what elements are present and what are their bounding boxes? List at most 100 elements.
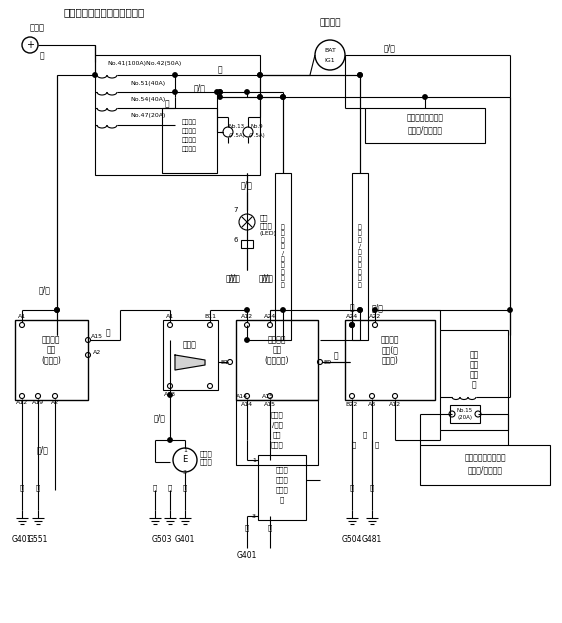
Text: 黑: 黑 xyxy=(352,442,356,449)
Text: 黄: 黄 xyxy=(350,303,354,313)
Circle shape xyxy=(373,308,377,312)
Text: A15: A15 xyxy=(91,335,103,340)
Text: A1: A1 xyxy=(18,315,26,320)
Text: (驾驶员侧): (驾驶员侧) xyxy=(265,356,289,364)
Circle shape xyxy=(281,308,285,312)
Text: A24: A24 xyxy=(346,313,358,318)
Circle shape xyxy=(215,90,219,94)
Text: 1: 1 xyxy=(183,447,187,452)
Text: A14: A14 xyxy=(241,401,253,406)
Text: 6: 6 xyxy=(233,237,238,243)
Text: 3: 3 xyxy=(252,513,256,518)
Text: 前排乘客侧仪表板下: 前排乘客侧仪表板下 xyxy=(464,454,506,462)
Text: 保
险
丝
/
继
电
器
盒
插
座: 保 险 丝 / 继 电 器 盒 插 座 xyxy=(358,224,362,288)
Text: No.9: No.9 xyxy=(251,125,264,130)
Text: A19: A19 xyxy=(32,401,44,406)
Text: 黑: 黑 xyxy=(20,485,24,492)
Bar xyxy=(345,320,435,400)
Text: 侧仪表板: 侧仪表板 xyxy=(182,128,197,134)
Text: No.15: No.15 xyxy=(457,407,473,412)
Text: 黑插座: 黑插座 xyxy=(271,442,283,449)
Circle shape xyxy=(245,308,249,312)
Text: G503: G503 xyxy=(152,536,172,545)
Circle shape xyxy=(245,338,249,342)
Circle shape xyxy=(218,90,222,94)
Text: 白/黑: 白/黑 xyxy=(226,273,238,282)
Bar xyxy=(15,320,88,400)
Text: (7.5A): (7.5A) xyxy=(229,133,246,138)
Text: 蓝/白: 蓝/白 xyxy=(154,414,166,422)
Text: No.41(100A)No.42(50A): No.41(100A)No.42(50A) xyxy=(108,60,182,65)
Circle shape xyxy=(218,90,222,94)
Text: A22: A22 xyxy=(369,313,381,318)
Text: (7.5A): (7.5A) xyxy=(248,133,265,138)
Text: (LED): (LED) xyxy=(260,232,277,237)
Text: No.13: No.13 xyxy=(229,125,245,130)
Bar xyxy=(95,55,260,175)
Text: 白/黑: 白/黑 xyxy=(229,273,241,282)
Bar xyxy=(420,445,550,485)
Text: 蓄电池: 蓄电池 xyxy=(30,24,45,32)
Text: 黑/黄: 黑/黄 xyxy=(384,44,396,52)
Text: G401: G401 xyxy=(12,536,32,545)
Text: 装置: 装置 xyxy=(273,346,282,354)
Text: G401: G401 xyxy=(175,536,195,545)
Text: A8: A8 xyxy=(368,401,376,406)
Text: 多路控制: 多路控制 xyxy=(268,336,286,345)
Text: 黑: 黑 xyxy=(245,525,249,531)
Text: (车门处): (车门处) xyxy=(41,356,61,364)
Text: 钥匙灯: 钥匙灯 xyxy=(260,222,273,229)
Circle shape xyxy=(168,438,172,442)
Text: 多路控: 多路控 xyxy=(275,467,288,473)
Text: IG1: IG1 xyxy=(325,57,336,62)
Text: 白: 白 xyxy=(217,65,223,75)
Circle shape xyxy=(93,73,97,77)
Circle shape xyxy=(245,90,249,94)
Text: 白/蓝: 白/蓝 xyxy=(194,83,206,92)
Text: 黑: 黑 xyxy=(36,485,40,492)
Text: 门窗: 门窗 xyxy=(469,361,479,369)
Text: /继电: /继电 xyxy=(271,422,283,428)
Circle shape xyxy=(55,308,59,312)
Text: 3: 3 xyxy=(183,470,187,475)
Text: 发动机室盖下保险丝继电器盒: 发动机室盖下保险丝继电器盒 xyxy=(63,7,144,17)
Circle shape xyxy=(508,308,512,312)
Text: 黄: 黄 xyxy=(165,100,170,108)
Text: 制装置: 制装置 xyxy=(275,477,288,483)
Text: 前排乘客: 前排乘客 xyxy=(182,119,197,125)
Text: A2: A2 xyxy=(93,350,101,354)
Text: 黑: 黑 xyxy=(375,442,379,449)
Text: G401: G401 xyxy=(237,551,257,559)
Circle shape xyxy=(258,95,262,99)
Text: 黑: 黑 xyxy=(363,432,367,439)
Text: 白/黄: 白/黄 xyxy=(241,181,253,189)
Text: A1: A1 xyxy=(166,315,174,320)
Text: G481: G481 xyxy=(362,536,382,545)
Text: B11: B11 xyxy=(204,315,216,320)
Bar xyxy=(365,108,485,143)
Circle shape xyxy=(168,392,172,397)
Text: 点火: 点火 xyxy=(260,215,269,221)
Circle shape xyxy=(173,73,177,77)
Text: 棕: 棕 xyxy=(106,328,110,338)
Text: 保险丝/继电器盒: 保险丝/继电器盒 xyxy=(468,465,502,475)
Text: 保险丝: 保险丝 xyxy=(271,412,283,418)
Text: 粉: 粉 xyxy=(334,351,338,361)
Circle shape xyxy=(281,95,285,99)
Text: 装置(前: 装置(前 xyxy=(382,346,398,354)
Text: 器盒: 器盒 xyxy=(273,432,281,439)
Circle shape xyxy=(258,73,262,77)
Text: B22: B22 xyxy=(346,401,358,406)
Text: 保险丝/继电器盒: 保险丝/继电器盒 xyxy=(407,125,442,135)
Text: B1: B1 xyxy=(220,359,228,364)
Bar xyxy=(241,240,253,248)
Text: 白/黄: 白/黄 xyxy=(262,273,274,282)
Text: 黑: 黑 xyxy=(40,52,44,60)
Text: 器: 器 xyxy=(472,381,477,389)
Polygon shape xyxy=(175,355,205,370)
Text: 黑: 黑 xyxy=(370,485,374,492)
Bar xyxy=(352,173,368,340)
Text: BAT: BAT xyxy=(324,47,336,52)
Text: A15: A15 xyxy=(264,401,276,406)
Circle shape xyxy=(173,90,177,94)
